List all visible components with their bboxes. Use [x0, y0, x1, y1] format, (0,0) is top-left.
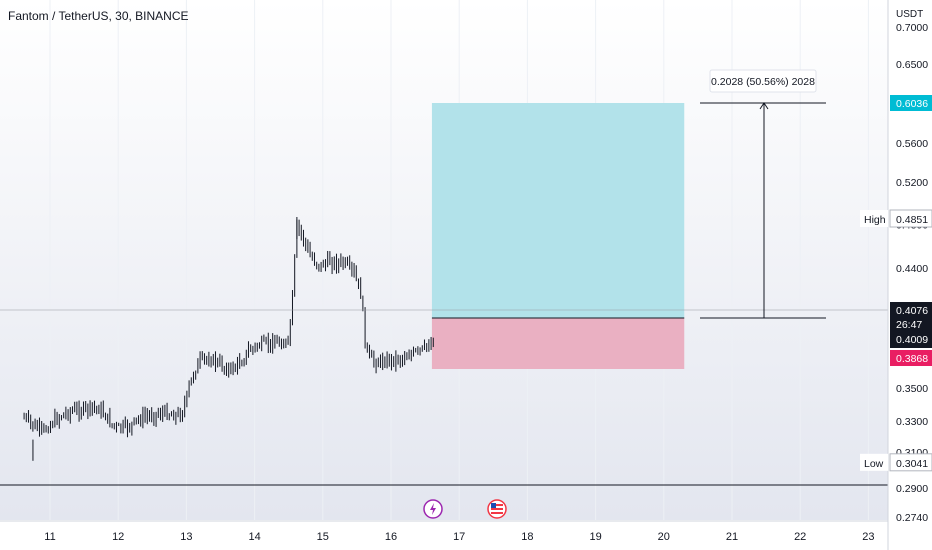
price-tick-label: 0.2740	[896, 512, 928, 524]
stop-zone[interactable]	[431, 318, 685, 369]
last-price-text: 0.4076	[896, 305, 928, 317]
time-tick-label: 17	[453, 531, 465, 543]
candle-series	[23, 217, 434, 461]
time-tick-label: 21	[726, 531, 738, 543]
time-tick-label: 16	[385, 531, 397, 543]
time-tick-label: 12	[112, 531, 124, 543]
lightning-icon[interactable]	[423, 499, 443, 519]
target-badge-text: 0.6036	[896, 98, 928, 110]
target-badge	[890, 95, 932, 111]
low-label: Low	[864, 458, 884, 470]
last-price-badge	[890, 302, 932, 348]
measure-label: 0.2028 (50.56%) 2028	[711, 76, 815, 88]
high-value-box	[889, 209, 932, 228]
time-tick-label: 13	[180, 531, 192, 543]
measure-label-box	[709, 69, 817, 93]
time-tick-label: 18	[521, 531, 533, 543]
symbol-title[interactable]: Fantom / TetherUS, 30, BINANCE	[8, 9, 189, 23]
price-tick-label: 0.5600	[896, 138, 928, 150]
stop-badge-text: 0.3868	[896, 353, 928, 365]
time-tick-label: 11	[44, 531, 55, 543]
low-value-box	[889, 453, 932, 472]
price-tick-label: 0.4400	[896, 263, 928, 275]
price-badges: 0.6036 0.4076 26:47 0.4009 0.3868 High 0.4851 L…	[860, 95, 932, 472]
us-flag-icon[interactable]	[487, 499, 507, 519]
high-label-box	[860, 210, 888, 227]
time-tick-label: 14	[248, 531, 260, 543]
event-markers[interactable]	[423, 499, 507, 519]
time-axis-ticks[interactable]: 11 12 13 14 15 16 17 18 19 20 21 22 23	[44, 531, 874, 543]
price-tick-label: 0.6500	[896, 59, 928, 71]
price-tick-label: 0.3300	[896, 416, 928, 428]
target-zone[interactable]	[431, 103, 685, 318]
overlay-lines	[0, 309, 888, 486]
price-tick-label: 0.3500	[896, 383, 928, 395]
currency-label: USDT	[896, 9, 923, 20]
time-tick-label: 15	[317, 531, 329, 543]
position-tool[interactable]	[431, 103, 685, 369]
high-label: High	[864, 214, 886, 226]
price-tick-label: 0.2900	[896, 483, 928, 495]
price-tick-label: 0.7000	[896, 22, 928, 34]
low-label-box	[860, 453, 888, 471]
entry-text: 0.4009	[896, 334, 928, 346]
time-tick-label: 22	[794, 531, 806, 543]
countdown-text: 26:47	[896, 319, 922, 331]
high-value: 0.4851	[896, 214, 928, 226]
measure-arrow-head	[759, 102, 769, 110]
time-tick-label: 19	[589, 531, 601, 543]
time-tick-label: 23	[862, 531, 874, 543]
time-tick-label: 20	[658, 531, 670, 543]
price-range-measure[interactable]: 0.2028 (50.56%) 2028	[700, 69, 826, 319]
low-value: 0.3041	[896, 458, 928, 470]
stop-badge	[890, 350, 932, 366]
price-tick-label: 0.5200	[896, 177, 928, 189]
